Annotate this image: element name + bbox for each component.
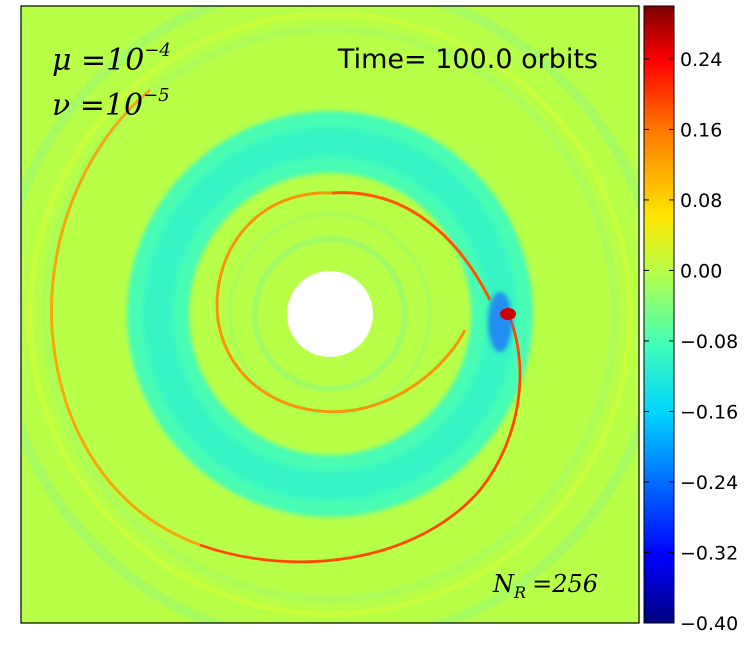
outer-spiral-arm-strong bbox=[199, 317, 522, 564]
colorbar-tick-label: 0.00 bbox=[680, 260, 722, 282]
plot-frame bbox=[20, 5, 640, 624]
colorbar-gradient bbox=[643, 5, 675, 624]
inner-hole bbox=[287, 271, 373, 357]
colorbar-tick-label: −0.32 bbox=[680, 542, 738, 564]
inner-ring-2 bbox=[228, 212, 432, 416]
outer-ring-2 bbox=[27, 11, 633, 617]
outer-ring-3 bbox=[41, 25, 619, 603]
colorbar-tick-label: −0.24 bbox=[680, 472, 738, 494]
planet-marker bbox=[500, 308, 516, 320]
time-title: Time= 100.0 orbits bbox=[337, 44, 598, 75]
colorbar-tick-label: 0.16 bbox=[680, 119, 722, 141]
colorbar-tick-label: 0.24 bbox=[680, 49, 722, 71]
planet-shadow bbox=[488, 292, 512, 352]
mu-annotation: μ =10−4 bbox=[52, 40, 171, 78]
inner-ring-1 bbox=[252, 236, 408, 392]
colorbar-tick-label: 0.08 bbox=[680, 190, 722, 212]
colorbar-tick-label: −0.40 bbox=[680, 613, 738, 635]
nr-annotation: NR =256 bbox=[492, 570, 598, 602]
nu-annotation: ν =10−5 bbox=[52, 85, 170, 123]
colorbar: 0.24 0.16 0.08 0.00 −0.08 −0.16 −0.24 −0.32 −0.4… bbox=[643, 5, 738, 635]
heatmap-field bbox=[21, 6, 639, 623]
inner-spiral-arm-outer bbox=[331, 191, 492, 301]
colorbar-tick-label: −0.08 bbox=[680, 331, 738, 353]
colorbar-tick-label: −0.16 bbox=[680, 401, 738, 423]
inner-spiral-arm bbox=[215, 191, 467, 414]
